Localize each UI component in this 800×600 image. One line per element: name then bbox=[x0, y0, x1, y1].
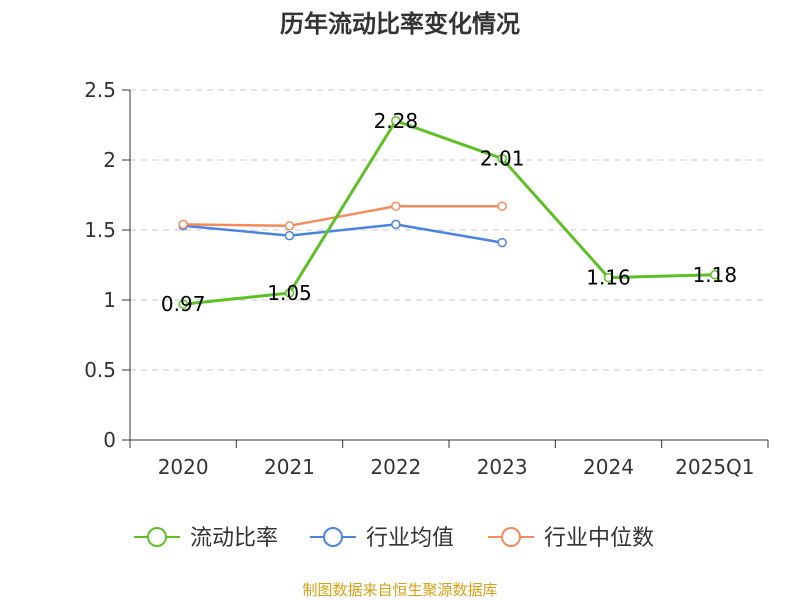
legend-marker bbox=[323, 527, 343, 547]
data-labels: 0.97 1.05 2.28 2.01 1.16 1.18 bbox=[161, 109, 737, 316]
data-label: 1.18 bbox=[693, 263, 738, 287]
series-2 bbox=[178, 201, 507, 231]
x-tick-label: 2022 bbox=[370, 455, 421, 479]
series-line bbox=[183, 204, 503, 228]
data-label: 1.16 bbox=[586, 266, 631, 290]
legend-marker bbox=[147, 527, 167, 547]
series-line bbox=[183, 119, 715, 306]
grid-lines bbox=[130, 89, 768, 371]
y-tick-label: 2.5 bbox=[84, 78, 116, 102]
legend-marker bbox=[501, 527, 521, 547]
legend-label: 行业中位数 bbox=[544, 526, 654, 551]
legend-item: 流动比率 bbox=[134, 526, 278, 551]
series-0 bbox=[178, 116, 720, 309]
data-label: 2.28 bbox=[374, 109, 419, 133]
series-lines bbox=[178, 116, 720, 309]
y-tick-label: 0 bbox=[103, 428, 116, 452]
data-point bbox=[284, 230, 295, 241]
y-tick-label: 0.5 bbox=[84, 358, 116, 382]
series-line bbox=[183, 223, 503, 244]
legend-item: 行业均值 bbox=[310, 526, 454, 551]
x-tick-label: 2021 bbox=[264, 455, 315, 479]
data-point bbox=[178, 299, 188, 309]
y-tick-label: 1.5 bbox=[84, 218, 116, 242]
axes: 0 0.5 1 1.5 2 2.5 2020 2021 2022 2023 2024 2025Q1 bbox=[84, 78, 769, 479]
legend-item: 行业中位数 bbox=[488, 526, 654, 551]
x-tick-label: 2025Q1 bbox=[675, 455, 754, 479]
data-point bbox=[391, 219, 401, 230]
legend-label: 行业均值 bbox=[366, 526, 454, 551]
data-label: 1.05 bbox=[267, 281, 312, 305]
data-point bbox=[284, 288, 295, 298]
data-point bbox=[178, 219, 188, 230]
x-tick-label: 2020 bbox=[158, 455, 209, 479]
data-point bbox=[391, 201, 401, 211]
legend: 流动比率 行业均值 行业中位数 bbox=[134, 526, 654, 551]
data-point bbox=[284, 221, 295, 231]
source-note: 制图数据来自恒生聚源数据库 bbox=[302, 581, 497, 599]
y-tick-label: 2 bbox=[103, 148, 116, 172]
x-tick-label: 2024 bbox=[583, 455, 634, 479]
legend-label: 流动比率 bbox=[190, 526, 278, 551]
data-point bbox=[710, 270, 720, 280]
data-label: 2.01 bbox=[480, 147, 525, 171]
y-tick-label: 1 bbox=[103, 288, 116, 312]
data-point bbox=[497, 153, 507, 164]
data-label: 0.97 bbox=[161, 292, 206, 316]
chart-title: 历年流动比率变化情况 bbox=[280, 10, 520, 38]
x-tick-label: 2023 bbox=[477, 455, 528, 479]
data-point bbox=[497, 237, 507, 248]
data-point bbox=[603, 272, 614, 283]
data-point bbox=[497, 201, 507, 211]
data-point bbox=[391, 116, 401, 126]
